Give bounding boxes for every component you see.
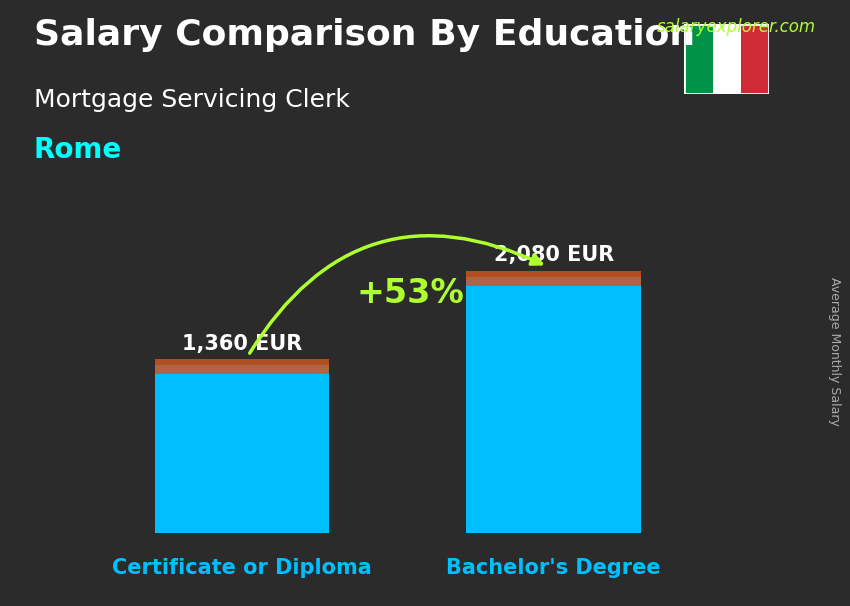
Text: salaryexplorer.com: salaryexplorer.com — [657, 18, 816, 36]
Text: 1,360 EUR: 1,360 EUR — [182, 335, 302, 355]
FancyBboxPatch shape — [467, 270, 641, 285]
FancyBboxPatch shape — [155, 359, 329, 375]
Text: Average Monthly Salary: Average Monthly Salary — [828, 277, 842, 426]
Text: 2,080 EUR: 2,080 EUR — [494, 245, 614, 265]
Text: +53%: +53% — [356, 278, 464, 310]
Text: Salary Comparison By Education: Salary Comparison By Education — [34, 18, 695, 52]
FancyBboxPatch shape — [684, 24, 712, 94]
Text: Mortgage Servicing Clerk: Mortgage Servicing Clerk — [34, 88, 350, 112]
Text: Rome: Rome — [34, 136, 122, 164]
FancyBboxPatch shape — [741, 24, 769, 94]
FancyBboxPatch shape — [155, 365, 329, 533]
Text: Certificate or Diploma: Certificate or Diploma — [112, 558, 371, 578]
FancyBboxPatch shape — [467, 276, 641, 533]
Text: Bachelor's Degree: Bachelor's Degree — [446, 558, 661, 578]
FancyBboxPatch shape — [712, 24, 741, 94]
